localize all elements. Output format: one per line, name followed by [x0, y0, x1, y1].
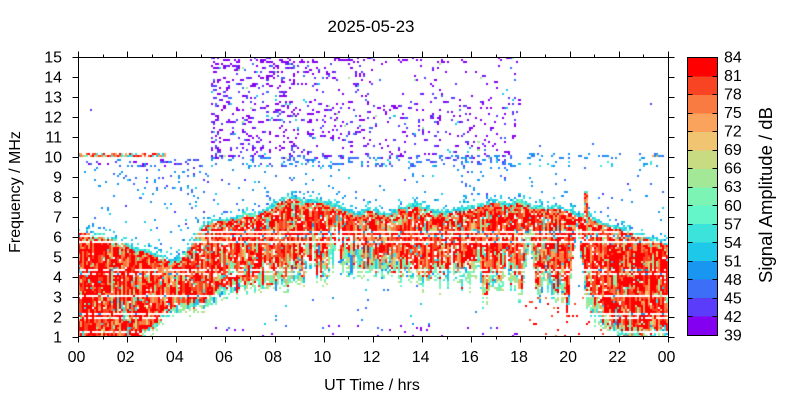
svg-text:00: 00	[68, 349, 86, 366]
svg-text:7: 7	[53, 210, 62, 227]
svg-text:84: 84	[724, 50, 742, 67]
svg-text:48: 48	[724, 272, 742, 289]
svg-text:6: 6	[53, 230, 62, 247]
svg-text:72: 72	[724, 124, 742, 141]
svg-text:10: 10	[313, 349, 331, 366]
svg-text:15: 15	[44, 50, 62, 67]
svg-text:22: 22	[608, 349, 626, 366]
svg-text:04: 04	[166, 349, 184, 366]
svg-text:81: 81	[724, 68, 742, 85]
svg-text:20: 20	[559, 349, 577, 366]
svg-text:3: 3	[53, 290, 62, 307]
svg-text:12: 12	[44, 110, 62, 127]
svg-text:13: 13	[44, 90, 62, 107]
svg-text:8: 8	[53, 190, 62, 207]
svg-text:57: 57	[724, 216, 742, 233]
svg-text:39: 39	[724, 327, 742, 344]
svg-text:14: 14	[44, 70, 62, 87]
svg-text:66: 66	[724, 161, 742, 178]
svg-text:63: 63	[724, 179, 742, 196]
svg-text:08: 08	[264, 349, 282, 366]
svg-text:2025-05-23: 2025-05-23	[328, 17, 415, 36]
svg-text:1: 1	[53, 330, 62, 347]
svg-text:11: 11	[45, 130, 62, 147]
svg-text:UT Time / hrs: UT Time / hrs	[324, 377, 420, 394]
svg-text:12: 12	[363, 349, 381, 366]
svg-text:00: 00	[658, 349, 676, 366]
svg-text:2: 2	[53, 310, 62, 327]
svg-text:10: 10	[44, 150, 62, 167]
svg-text:60: 60	[724, 198, 742, 215]
svg-text:69: 69	[724, 142, 742, 159]
svg-text:42: 42	[724, 309, 742, 326]
svg-text:45: 45	[724, 290, 742, 307]
svg-text:51: 51	[724, 253, 742, 270]
svg-text:75: 75	[724, 105, 742, 122]
svg-text:4: 4	[53, 270, 62, 287]
svg-text:54: 54	[724, 235, 742, 252]
svg-text:9: 9	[53, 170, 62, 187]
svg-text:Signal Amplitude / dB: Signal Amplitude / dB	[755, 107, 776, 283]
svg-text:14: 14	[412, 349, 430, 366]
svg-text:78: 78	[724, 87, 742, 104]
svg-text:Frequency / MHz: Frequency / MHz	[7, 131, 24, 253]
svg-text:5: 5	[53, 250, 62, 267]
svg-text:16: 16	[461, 349, 479, 366]
svg-text:18: 18	[510, 349, 528, 366]
svg-text:06: 06	[215, 349, 233, 366]
svg-text:02: 02	[117, 349, 135, 366]
